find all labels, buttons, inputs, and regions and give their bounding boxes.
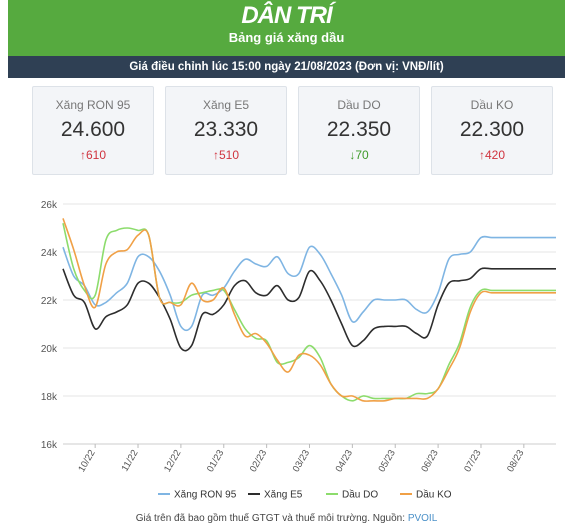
price-card-ko: Dầu KO 22.300 ↑420 — [431, 86, 553, 175]
y-tick-label: 16k — [41, 440, 58, 451]
x-tick-label: 08/23 — [505, 448, 526, 474]
x-tick-label: 12/22 — [162, 448, 183, 474]
price-card-e5: Xăng E5 23.330 ↑510 — [165, 86, 287, 175]
fuel-name: Dầu DO — [337, 98, 381, 112]
price-change: ↓70 — [299, 148, 419, 162]
series-line-do — [62, 223, 556, 402]
fuel-name: Xăng E5 — [202, 98, 250, 112]
footnote: Giá trên đã bao gồm thuế GTGT và thuế mô… — [8, 513, 565, 524]
price-change: ↑420 — [432, 148, 552, 162]
fuel-price: 23.330 — [193, 118, 259, 141]
arrow-up-icon: ↑ — [478, 148, 485, 162]
arrow-up-icon: ↑ — [79, 148, 86, 162]
x-tick-label: 07/23 — [462, 448, 483, 474]
legend-label: Dầu KO — [416, 489, 452, 501]
price-history-chart: 16k 18k 20k 22k 24k 26k 10/22 11/22 12/22 01/23 02… — [41, 200, 556, 501]
y-tick-label: 26k — [41, 200, 58, 211]
arrow-up-icon: ↑ — [212, 148, 219, 162]
series-line-ko — [62, 218, 556, 402]
x-tick-label: 02/23 — [248, 448, 269, 474]
fuel-price: 22.300 — [459, 118, 525, 141]
price-board: DÂN TRÍ Bảng giá xăng dầu Giá điều chỉnh… — [8, 0, 565, 528]
brand-logo[interactable]: DÂN TRÍ — [241, 2, 332, 29]
x-tick-label: 04/23 — [334, 448, 355, 474]
page-title: Bảng giá xăng dầu — [228, 30, 345, 45]
fuel-name: Xăng RON 95 — [55, 98, 131, 112]
x-tick-label: 01/23 — [205, 448, 226, 474]
fuel-price: 24.600 — [60, 118, 126, 141]
x-tick-label: 11/22 — [120, 448, 141, 473]
change-value: 510 — [218, 148, 240, 162]
fuel-name: Dầu KO — [470, 98, 514, 112]
change-value: 70 — [355, 148, 369, 162]
arrow-down-icon: ↓ — [349, 148, 356, 162]
x-tick-label: 10/22 — [76, 448, 97, 474]
x-tick-label: 06/23 — [419, 448, 440, 474]
y-tick-label: 20k — [41, 344, 58, 355]
header: DÂN TRÍ Bảng giá xăng dầu — [8, 0, 565, 56]
price-change: ↑510 — [166, 148, 286, 162]
y-tick-label: 22k — [41, 296, 58, 307]
series-line-ron95 — [62, 235, 556, 332]
x-tick-label: 03/23 — [291, 448, 312, 474]
y-tick-label: 24k — [41, 248, 58, 259]
change-value: 420 — [484, 148, 506, 162]
source-link[interactable]: PVOIL — [407, 513, 438, 524]
legend-label: Xăng E5 — [264, 490, 303, 501]
legend-label: Xăng RON 95 — [174, 490, 237, 501]
price-change: ↑610 — [33, 148, 153, 162]
price-card-ron95: Xăng RON 95 24.600 ↑610 — [32, 86, 154, 175]
update-notice: Giá điều chỉnh lúc 15:00 ngày 21/08/2023… — [8, 56, 565, 78]
footnote-text: Giá trên đã bao gồm thuế GTGT và thuế mô… — [135, 513, 408, 524]
y-tick-label: 18k — [41, 392, 58, 403]
x-tick-label: 05/23 — [376, 448, 397, 474]
change-value: 610 — [85, 148, 107, 162]
price-card-do: Dầu DO 22.350 ↓70 — [298, 86, 420, 175]
fuel-price: 22.350 — [326, 118, 392, 141]
legend-label: Dầu DO — [342, 489, 378, 501]
series-line-e5 — [62, 267, 556, 352]
